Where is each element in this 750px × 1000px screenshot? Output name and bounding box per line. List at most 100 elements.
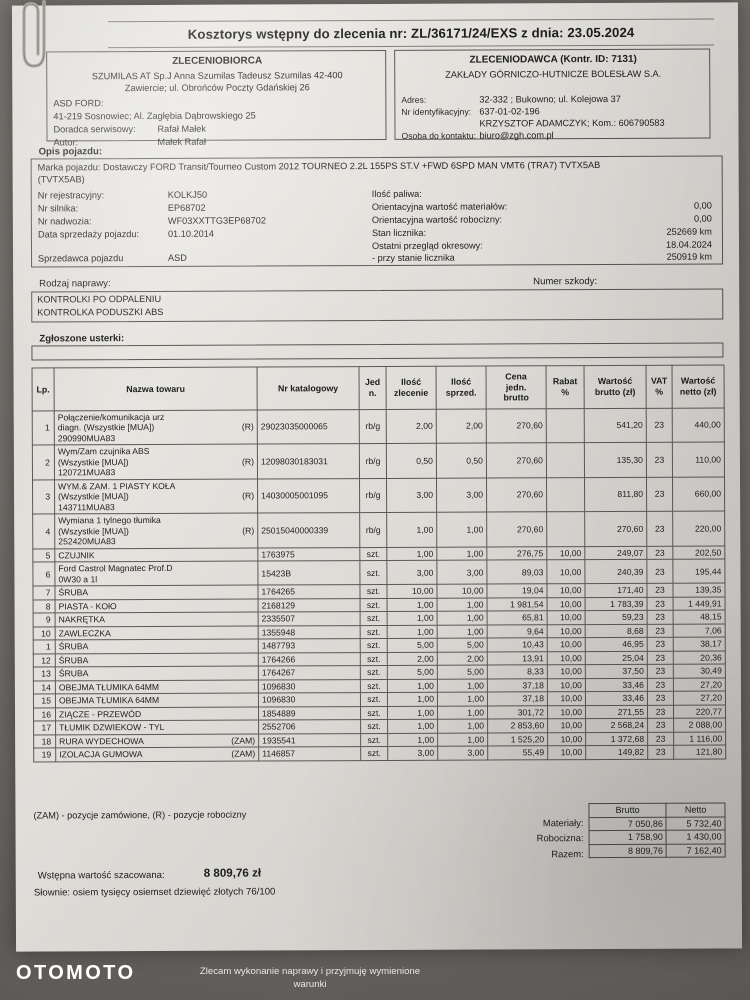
vehicle-caption: Opis pojazdu:	[38, 146, 103, 158]
cell-lp: 13	[33, 667, 56, 681]
totals-cell-gross: 1 758,90	[589, 830, 667, 845]
cell-name: ZAWLECZKA	[55, 625, 259, 641]
faults-label: Zgłoszone usterki:	[39, 333, 125, 345]
cell-name-tag: (R)	[242, 525, 255, 536]
cell-gross: 135,30	[584, 442, 647, 478]
document-sheet: Kosztorys wstępny do zlecenia nr: ZL/361…	[11, 2, 743, 952]
cell-unit: szt.	[360, 665, 388, 680]
acceptance-line2: warunki	[293, 978, 327, 990]
amount-in-words: Słownie: osiem tysięcy osiemset dziewięć…	[33, 886, 276, 899]
cell-gross: 33,46	[585, 677, 648, 692]
cell-qty-sold: 2,00	[437, 651, 488, 666]
cell-discount: 10,00	[546, 546, 585, 561]
cell-net: 1 116,00	[673, 731, 726, 746]
title-rule-top	[108, 18, 715, 23]
cell-unit: szt.	[360, 692, 388, 707]
cell-lp: 17	[33, 721, 56, 735]
cell-qty-sold: 1,00	[437, 692, 488, 706]
table-row[interactable]: 19 IZOLACJA GUMOWA (ZAM) 1146857 szt. 3,00 3,0…	[33, 745, 726, 762]
cell-unit: rb/g	[359, 478, 387, 513]
vehicle-field-2-value: WF03XXTTG3EP68702	[167, 215, 266, 226]
cell-qty-order: 1,00	[387, 719, 438, 734]
cell-unit: szt.	[359, 547, 387, 561]
cell-unit-price: 8,33	[487, 664, 548, 679]
cell-gross: 270,60	[584, 511, 647, 547]
totals-row: 1 758,90 1 430,00	[589, 830, 726, 845]
cell-vat: 23	[647, 704, 674, 719]
cell-lp: 5	[32, 548, 55, 563]
cell-discount: 10,00	[547, 664, 586, 679]
cell-name: Wymiana 1 tylnego tłumika (Wszystkie [MUA…	[54, 513, 258, 549]
cell-unit: rb/g	[359, 512, 387, 548]
repair-type-box[interactable]: KONTROLKI PO ODPALENIU KONTROLKA PODUSZK…	[31, 288, 724, 323]
cell-qty-sold: 1,00	[437, 597, 488, 612]
cell-net: 220,00	[672, 511, 725, 547]
cell-unit-price: 9,64	[487, 624, 548, 639]
table-row[interactable]: 1 Połączenie/komunikacja urz diagn. (Wszys…	[32, 407, 725, 446]
table-row[interactable]: 2 Wym/Zam czujnika ABS (Wszystkie [MUA]) 12…	[32, 442, 725, 480]
vehicle-right-3-label: Stan licznika:	[371, 227, 427, 239]
cell-catalog: 1096830	[258, 692, 361, 707]
cell-net: 27,20	[673, 677, 726, 692]
cell-name: ŚRUBA	[54, 585, 259, 600]
cell-qty-sold: 1,00	[437, 611, 488, 625]
client-address-value: 32-332 ; Bukowno; ul. Kolejowa 37	[479, 93, 621, 105]
cell-name-tag: (ZAM)	[231, 735, 256, 746]
col-vat: VAT%	[646, 365, 673, 409]
client-address-label: Adres:	[401, 94, 427, 105]
cell-discount: 10,00	[547, 745, 586, 760]
cell-unit-price: 1 525,20	[487, 732, 548, 747]
cell-vat: 23	[646, 559, 673, 584]
cell-qty-sold: 1,00	[436, 546, 487, 561]
cell-name: OBEJMA TŁUMIKA 64MM	[55, 693, 259, 708]
contractor-name-line1: SZUMILAS AT Sp.J Anna Szumilas Tadeusz S…	[91, 70, 343, 82]
otomoto-watermark: OTOMOTO	[16, 962, 136, 984]
vehicle-field-1-value: EP68702	[167, 202, 206, 213]
cell-qty-order: 2,00	[387, 651, 438, 666]
col-catalog: Nr katalogowy	[257, 366, 360, 411]
vehicle-field-3-value: 01.10.2014	[167, 228, 214, 239]
cell-qty-order: 1,00	[386, 512, 437, 548]
cell-lp: 12	[33, 653, 56, 668]
cell-discount: 10,00	[546, 583, 586, 598]
cell-name-tag: (R)	[241, 422, 254, 433]
table-row[interactable]: 3 WYM.& ZAM. 1 PIASTY KOŁA (Wszystkie [MUA…	[32, 476, 725, 515]
cell-net: 202,50	[672, 545, 725, 560]
cell-name: PIASTA - KOłO	[55, 598, 259, 614]
totals-label-0: Materiały:	[542, 817, 584, 829]
faults-box[interactable]	[31, 342, 724, 361]
totals-header-row: Brutto Netto	[588, 802, 725, 818]
cell-lp: 3	[32, 479, 55, 515]
cell-qty-order: 0,50	[386, 443, 437, 479]
contractor-author-value: Małek Rafał	[157, 136, 207, 147]
document-title: Kosztorys wstępny do zlecenia nr: ZL/361…	[187, 24, 635, 42]
cell-qty-order: 10,00	[386, 584, 438, 599]
cell-unit-price: 270,60	[486, 408, 547, 444]
cell-catalog: 29023035000065	[257, 409, 360, 445]
cell-discount: 10,00	[547, 678, 586, 692]
client-contact-value: biuro@zgh.com.pl	[479, 130, 554, 141]
cell-unit: szt.	[360, 625, 388, 639]
cell-qty-order: 3,00	[387, 746, 438, 761]
cell-gross: 33,46	[585, 691, 648, 706]
table-row[interactable]: 6 Ford Castrol Magnatec Prof.D 0W30 a 1l 15…	[32, 559, 725, 587]
contractor-address: 41-219 Sosnowiec; Al. Zagłębia Dąbrowski…	[53, 110, 256, 122]
col-qty-sold: Ilość sprzed.	[436, 366, 487, 410]
cell-catalog: 1487793	[258, 638, 361, 653]
cell-unit: szt.	[359, 584, 388, 599]
client-contact-label: Osoba do kontaktu:	[401, 130, 477, 141]
col-lp: Lp.	[32, 367, 55, 412]
legend-text: (ZAM) - pozycje zamówione, (R) - pozycje…	[33, 809, 247, 821]
col-net: Wartość netto (zł)	[672, 364, 725, 409]
cell-gross: 811,80	[584, 477, 647, 512]
cell-unit-price: 55,49	[487, 745, 548, 760]
table-row[interactable]: 4 Wymiana 1 tylnego tłumika (Wszystkie [MU…	[32, 511, 725, 549]
cell-name: ZIĄCZE - PRZEWÓD	[55, 706, 259, 722]
cell-net: 110,00	[672, 442, 725, 478]
vehicle-right-4-value: 18.04.2024	[665, 239, 713, 250]
vehicle-seller-label: Sprzedawca pojazdu	[38, 253, 124, 264]
vehicle-field-2-label: Nr nadwozia:	[37, 216, 92, 227]
cell-qty-order: 1,00	[387, 705, 438, 720]
estimate-value: 8 809,76 zł	[203, 866, 262, 880]
cell-name: NAKRĘTKA	[55, 612, 259, 627]
